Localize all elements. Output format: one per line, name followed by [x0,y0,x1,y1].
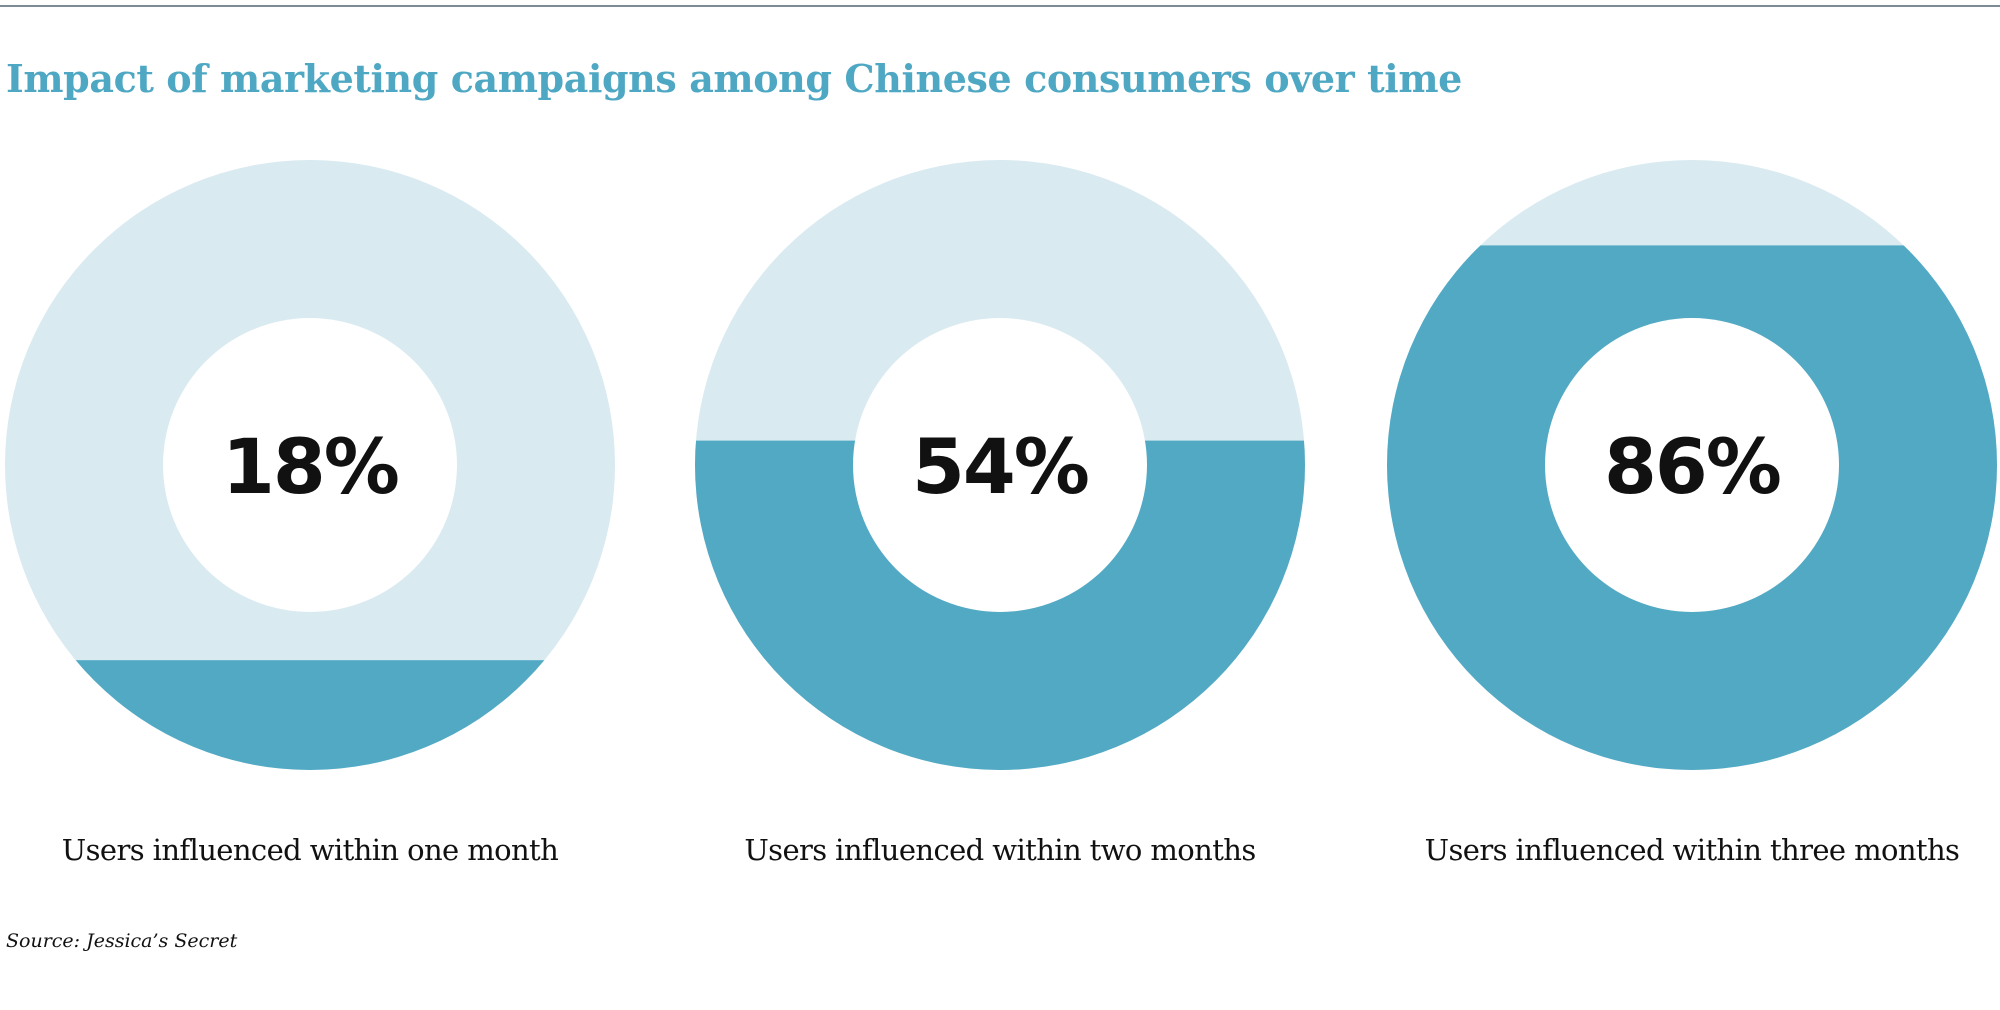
top-divider [0,5,2000,7]
chart-title: Impact of marketing campaigns among Chin… [6,56,1462,101]
donut-hole-1 [163,318,457,612]
donut-chart-1: 18% Users influenced within one month [5,160,615,867]
category-label-1: Users influenced within one month [62,833,558,867]
donut-charts: 18% Users influenced within one month 54% U… [5,160,1997,867]
donut-chart-2: 54% Users influenced within two months [695,160,1305,867]
donut-chart-3: 86% Users influenced within three months [1387,160,1997,867]
donut-hole-3 [1545,318,1839,612]
value-label-2: 54% [912,422,1088,511]
source-note: Source: Jessica’s Secret [6,930,238,952]
donut-hole-2 [853,318,1147,612]
value-label-1: 18% [222,422,398,511]
category-label-3: Users influenced within three months [1425,833,1960,867]
donut-fill-1 [5,660,615,770]
category-label-2: Users influenced within two months [744,833,1255,867]
value-label-3: 86% [1604,422,1780,511]
